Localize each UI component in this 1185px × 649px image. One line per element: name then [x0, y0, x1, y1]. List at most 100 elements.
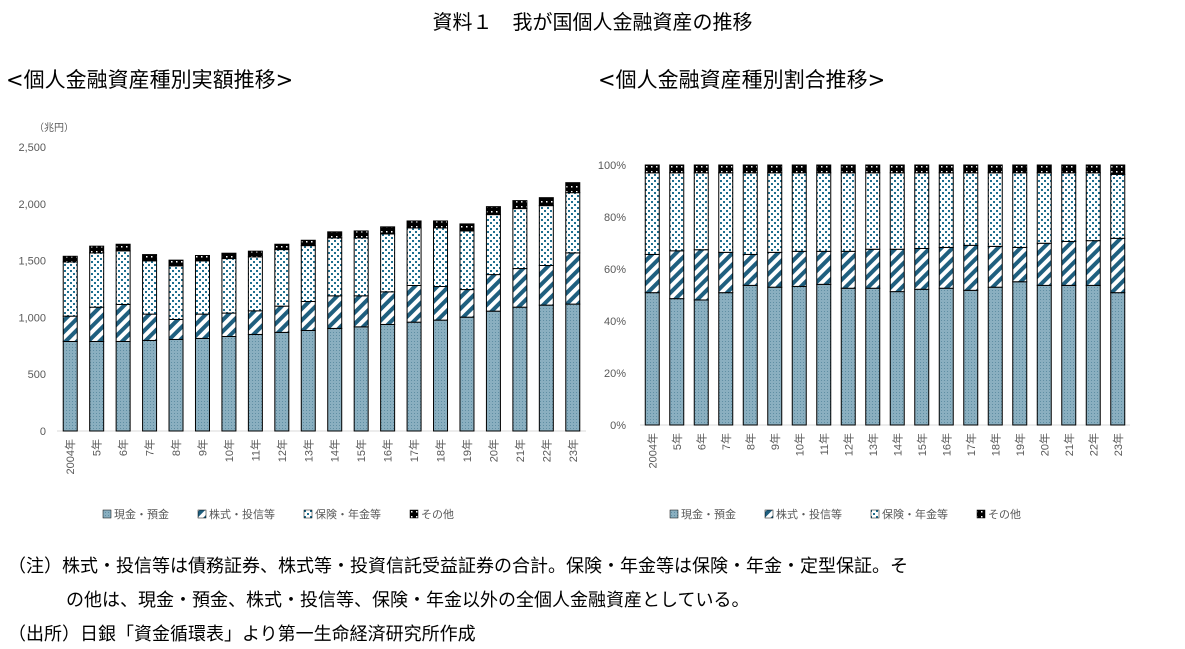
bar-stocks	[168, 318, 184, 340]
bar-insurance	[644, 172, 660, 255]
y-tick-label: 20%	[604, 368, 626, 380]
bar-other	[62, 255, 78, 263]
bar-cash	[538, 304, 554, 432]
bar-other	[512, 200, 528, 210]
bar-stocks	[963, 244, 979, 291]
bar-insurance	[791, 172, 807, 252]
x-tick-label: 9年	[195, 439, 209, 456]
x-tick-label: 18年	[988, 433, 1002, 456]
bar-cash	[89, 340, 105, 432]
x-tick-label: 19年	[1013, 433, 1027, 456]
bar-stocks	[194, 313, 210, 339]
bar-stocks	[840, 250, 856, 289]
legend-label-cash: 現金・預金	[681, 507, 736, 521]
x-tick-label: 8年	[743, 433, 757, 450]
bar-other	[1085, 164, 1101, 174]
bar-cash	[718, 292, 734, 426]
legend-swatch-cash	[669, 509, 679, 519]
bar-stocks	[816, 250, 832, 285]
x-tick-label: 8年	[169, 439, 183, 456]
bar-stocks	[62, 315, 78, 342]
bar-insurance	[1012, 172, 1028, 248]
x-tick-label: 17年	[407, 439, 421, 462]
bar-insurance	[1110, 173, 1126, 239]
bar-insurance	[459, 230, 475, 291]
bar-insurance	[914, 172, 930, 249]
x-tick-label: 19年	[460, 439, 474, 462]
y-tick-label: 0%	[610, 420, 626, 432]
bar-stocks	[1012, 246, 1028, 283]
bar-cash	[987, 286, 1003, 426]
y-tick-label: 100%	[598, 160, 626, 172]
bar-other	[938, 164, 954, 174]
x-tick-label: 5年	[670, 433, 684, 450]
bar-other	[1061, 164, 1077, 174]
x-tick-label: 15年	[354, 439, 368, 462]
bar-stocks	[767, 251, 783, 288]
bar-other	[889, 164, 905, 174]
x-tick-label: 21年	[1062, 433, 1076, 456]
x-tick-label: 18年	[434, 439, 448, 462]
bar-cash	[816, 283, 832, 426]
ratio-chart: 0% 20% 40% 60% 80% 100% 2004年 5年 6年 7年 8年 9年 10年 11年 1…	[598, 160, 1130, 521]
bar-other	[742, 164, 758, 174]
bar-other	[221, 252, 237, 260]
bar-insurance	[718, 172, 734, 253]
x-tick-label: 7年	[719, 433, 733, 450]
x-tick-label: 7年	[143, 439, 157, 456]
legend-swatch-stocks	[764, 509, 774, 519]
bar-stocks	[718, 251, 734, 294]
bar-stocks	[1085, 240, 1101, 286]
x-tick-label: 9年	[768, 433, 782, 450]
bar-stocks	[742, 253, 758, 286]
bar-other	[380, 226, 396, 235]
bar-cash	[115, 340, 131, 432]
bar-insurance	[1085, 172, 1101, 242]
bar-insurance	[433, 227, 449, 288]
bar-other	[89, 245, 105, 254]
bar-cash	[865, 287, 881, 426]
y-tick-label: 2,000	[18, 199, 46, 211]
legend-swatch-other	[409, 509, 419, 519]
bar-other	[247, 250, 263, 258]
bar-stocks	[791, 250, 807, 287]
y-tick-label: 1,000	[18, 312, 46, 324]
bar-other	[565, 182, 581, 194]
bar-cash	[512, 306, 528, 432]
bar-other	[816, 164, 832, 174]
bar-insurance	[327, 237, 343, 297]
bar-other	[767, 164, 783, 174]
bar-other	[327, 231, 343, 239]
left-chart-title: <個人金融資産種別実額推移>	[6, 68, 294, 92]
bar-other	[168, 259, 184, 267]
bar-insurance	[938, 172, 954, 248]
bar-cash	[274, 331, 290, 432]
bar-insurance	[840, 172, 856, 252]
bar-stocks	[406, 284, 422, 323]
bar-other	[1036, 164, 1052, 174]
bar-stocks	[115, 303, 131, 342]
bar-insurance	[300, 245, 316, 302]
bar-insurance	[353, 237, 369, 297]
x-tick-label: 11年	[248, 439, 262, 461]
legend-label-insurance: 保険・年金等	[315, 507, 381, 521]
bar-cash	[247, 333, 263, 432]
bar-cash	[644, 292, 660, 426]
legend-swatch-cash	[102, 509, 112, 519]
legend-label-stocks: 株式・投信等	[209, 507, 275, 521]
x-tick-label: 13年	[866, 433, 880, 456]
bar-other	[115, 243, 131, 252]
x-tick-label: 21年	[513, 439, 527, 462]
x-tick-label: 5年	[90, 439, 104, 456]
bar-cash	[1061, 284, 1077, 426]
bar-cash	[889, 291, 905, 426]
y-tick-label: 2,500	[18, 142, 46, 154]
bar-other	[963, 164, 979, 174]
bar-other	[693, 164, 709, 174]
bar-insurance	[247, 256, 263, 312]
bar-insurance	[89, 252, 105, 308]
legend-label-insurance: 保険・年金等	[882, 507, 948, 521]
bar-insurance	[1036, 172, 1052, 244]
x-tick-label: 10年	[222, 439, 236, 462]
bar-cash	[693, 299, 709, 426]
